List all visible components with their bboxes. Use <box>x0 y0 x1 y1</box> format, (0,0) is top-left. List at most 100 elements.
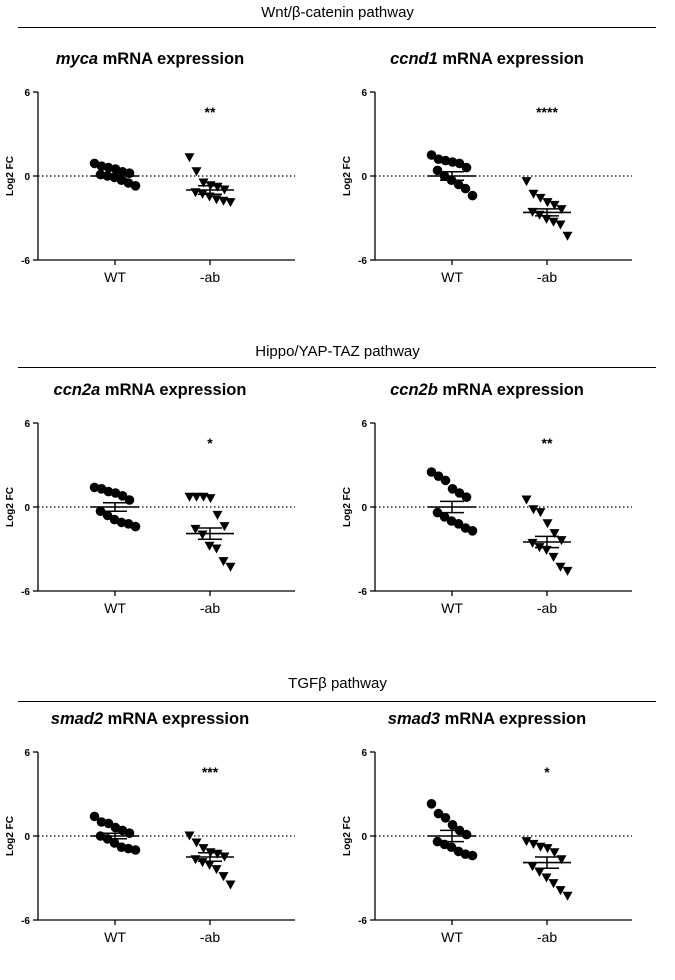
data-point-wt <box>102 510 113 521</box>
data-point-ab <box>198 492 209 502</box>
x-tick-label: WT <box>441 600 463 616</box>
chart-plot-myca: 6 0 -6 Log2 FC WT -ab ** <box>5 88 295 285</box>
data-point-ab <box>527 538 538 548</box>
data-point-ab <box>198 844 209 854</box>
data-point-ab <box>528 189 539 199</box>
data-point-wt <box>103 818 114 829</box>
data-point-ab <box>549 529 560 539</box>
data-point-ab <box>184 492 195 502</box>
data-point-wt <box>453 179 464 190</box>
data-point-ab <box>562 566 573 576</box>
gene-name: smad2 <box>50 710 104 728</box>
chart-plot-ccn2a: 6 0 -6 Log2 FC WT -ab * <box>5 419 295 616</box>
data-point-ab <box>212 849 223 859</box>
gene-name: ccnd1 <box>390 50 438 68</box>
data-point-ab <box>541 873 552 883</box>
gene-name: myca <box>55 50 99 68</box>
x-tick-label: WT <box>104 600 126 616</box>
significance-label: * <box>544 764 550 780</box>
x-tick-label: WT <box>441 269 463 285</box>
data-point-ab <box>211 195 222 205</box>
data-point-wt <box>446 842 457 852</box>
chart-plot-smad3: 6 0 -6 Log2 FC WT -ab * <box>342 748 632 945</box>
data-point-wt <box>461 162 472 173</box>
data-point-wt <box>440 475 451 486</box>
data-point-ab <box>191 492 202 502</box>
y-tick-label: -6 <box>358 916 367 927</box>
data-point-ab <box>198 178 209 188</box>
data-point-ab <box>542 198 553 208</box>
data-point-ab <box>535 508 546 518</box>
y-axis-label: Log2 FC <box>342 487 353 527</box>
data-point-ab <box>204 541 215 551</box>
data-point-ab <box>521 495 532 505</box>
y-tick-label: 6 <box>361 748 367 759</box>
data-point-ab <box>205 494 216 504</box>
y-tick-label: 0 <box>24 832 30 843</box>
data-point-ab <box>184 831 195 841</box>
data-point-ab <box>225 198 236 208</box>
data-point-ab <box>535 193 546 203</box>
data-point-ab <box>548 879 559 889</box>
data-point-ab <box>548 552 559 562</box>
y-tick-label: -6 <box>358 256 367 267</box>
data-point-ab <box>204 860 215 870</box>
x-tick-label: -ab <box>537 269 557 285</box>
data-point-wt <box>467 526 478 536</box>
chart-panel-ccnd1: ccnd1 mRNA expression 6 0 -6 Log2 FC WT -ab **… <box>337 50 674 315</box>
chart-title: smad2 mRNA expression <box>0 710 300 729</box>
data-point-ab <box>549 200 560 210</box>
x-tick-label: -ab <box>200 600 220 616</box>
data-point-wt <box>453 519 464 529</box>
data-point-wt <box>461 492 472 502</box>
y-tick-label: 0 <box>361 503 367 514</box>
data-point-ab <box>212 182 223 192</box>
data-point-ab <box>548 217 559 227</box>
chart-title: smad3 mRNA expression <box>337 710 637 729</box>
y-tick-label: 6 <box>24 88 30 99</box>
chart-panel-smad3: smad3 mRNA expression 6 0 -6 Log2 FC WT -ab * <box>337 710 674 975</box>
y-tick-label: 6 <box>361 419 367 430</box>
data-point-ab <box>197 530 208 540</box>
significance-label: * <box>207 435 213 451</box>
significance-label: **** <box>536 104 558 120</box>
data-point-ab <box>219 522 230 532</box>
section-title-tgfb: TGFβ pathway <box>288 675 387 692</box>
data-point-ab <box>225 880 236 890</box>
data-point-wt <box>130 181 141 191</box>
data-point-ab <box>521 837 532 847</box>
data-point-ab <box>211 865 222 875</box>
y-tick-label: -6 <box>358 587 367 598</box>
data-point-wt <box>426 467 437 477</box>
y-axis-label: Log2 FC <box>5 487 16 527</box>
x-tick-label: -ab <box>200 269 220 285</box>
y-tick-label: 6 <box>24 748 30 759</box>
section-title-wnt: Wnt/β-catenin pathway <box>261 4 414 21</box>
data-point-ab <box>542 519 553 529</box>
y-axis-label: Log2 FC <box>342 156 353 196</box>
data-point-ab <box>535 842 546 852</box>
data-point-ab <box>555 220 566 230</box>
data-point-wt <box>467 190 478 201</box>
data-point-wt <box>439 512 450 522</box>
x-tick-label: -ab <box>537 600 557 616</box>
data-point-ab <box>556 536 567 546</box>
section-title-hippo: Hippo/YAP-TAZ pathway <box>255 343 420 360</box>
data-point-wt <box>432 507 443 518</box>
chart-title-suffix: mRNA expression <box>100 381 247 399</box>
data-point-ab <box>556 205 567 215</box>
data-point-ab <box>549 848 560 858</box>
data-point-ab <box>184 153 195 163</box>
data-point-wt <box>109 838 120 848</box>
chart-plot-ccnd1: 6 0 -6 Log2 FC WT -ab **** <box>342 88 632 285</box>
x-tick-label: -ab <box>200 929 220 945</box>
data-point-wt <box>124 495 135 505</box>
gene-name: ccn2a <box>53 381 101 399</box>
significance-label: *** <box>202 764 219 780</box>
data-point-wt <box>89 811 100 822</box>
data-point-wt <box>460 183 471 194</box>
chart-title-suffix: mRNA expression <box>437 381 584 399</box>
x-tick-label: WT <box>104 929 126 945</box>
y-tick-label: -6 <box>21 916 30 927</box>
y-tick-label: 0 <box>361 832 367 843</box>
